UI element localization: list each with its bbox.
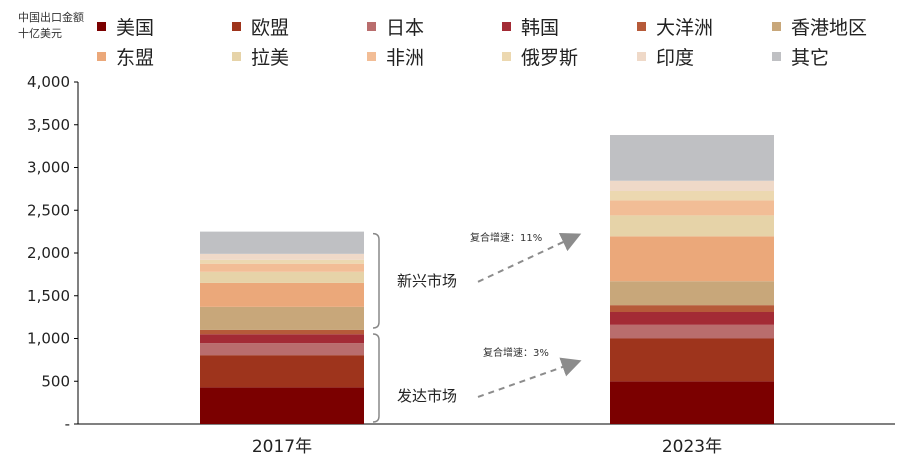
legend-item: 非洲	[367, 44, 502, 69]
legend-swatch	[97, 51, 106, 61]
y-tick-label: 3,000	[27, 159, 70, 177]
legend-swatch	[367, 51, 376, 61]
legend-swatch	[772, 51, 781, 61]
y-tick-label: 2,500	[27, 201, 70, 219]
bar-segment	[200, 334, 364, 344]
legend-item: 香港地区	[772, 14, 907, 39]
legend-swatch	[367, 21, 376, 31]
legend-swatch	[502, 21, 511, 31]
legend-label: 美国	[116, 16, 155, 39]
bar-segment	[200, 343, 364, 356]
legend-swatch	[232, 21, 241, 31]
bar-segment	[200, 263, 364, 272]
bar-segment	[200, 387, 364, 424]
legend-label: 非洲	[386, 46, 425, 69]
y-tick-label: 1,500	[27, 287, 70, 305]
legend-item: 拉美	[232, 44, 367, 69]
legend-swatch	[637, 51, 646, 61]
legend-swatch	[232, 51, 241, 61]
legend-label: 大洋洲	[656, 16, 714, 39]
legend-item: 东盟	[97, 44, 232, 69]
legend-label: 其它	[791, 46, 830, 69]
growth-arrow-emerging	[477, 233, 582, 283]
growth-label-developed: 复合增速：3%	[483, 346, 549, 359]
growth-label-emerging: 复合增速：11%	[470, 231, 542, 244]
bar-segment	[610, 200, 774, 216]
legend-swatch	[772, 21, 781, 31]
legend-label: 日本	[386, 16, 425, 39]
legend-label: 印度	[656, 46, 695, 69]
y-tick-label: 500	[41, 372, 70, 390]
bracket-developed	[372, 333, 380, 423]
bar-segment	[610, 305, 774, 312]
y-tick-label: -	[65, 415, 70, 433]
unit-label: 中国出口金额 十亿美元	[18, 10, 84, 42]
legend-item: 大洋洲	[637, 14, 772, 39]
bar-segment	[610, 180, 774, 192]
bar-segment	[200, 271, 364, 283]
legend-item: 美国	[97, 14, 232, 39]
y-tick-label: 4,000	[27, 73, 70, 91]
legend-item: 欧盟	[232, 14, 367, 39]
bar-segment	[200, 355, 364, 388]
bracket-emerging	[372, 232, 380, 329]
bar-segment	[200, 282, 364, 307]
bar-segment	[610, 135, 774, 181]
bar-segment	[610, 236, 774, 282]
bar-segment	[610, 381, 774, 424]
legend-label: 俄罗斯	[521, 46, 579, 69]
legend-label: 韩国	[521, 16, 560, 39]
group-label-emerging: 新兴市场	[397, 272, 457, 290]
bar-segment	[200, 231, 364, 254]
growth-arrow-developed	[477, 357, 582, 398]
y-tick-label: 3,500	[27, 116, 70, 134]
bar-segment	[200, 259, 364, 264]
y-tick-label: 2,000	[27, 244, 70, 262]
bar-segment	[610, 191, 774, 201]
legend-item: 印度	[637, 44, 772, 69]
bar-segment	[200, 306, 364, 330]
x-category-label: 2017年	[252, 437, 312, 457]
bar-segment	[610, 311, 774, 325]
y-tick-label: 1,000	[27, 330, 70, 348]
bar-segment	[200, 329, 364, 335]
legend-item: 韩国	[502, 14, 637, 39]
bar-segment	[200, 253, 364, 260]
bar-segment	[610, 281, 774, 306]
legend-item: 其它	[772, 44, 907, 69]
legend-swatch	[97, 21, 106, 31]
legend-item: 俄罗斯	[502, 44, 637, 69]
legend-swatch	[502, 51, 511, 61]
bar-segment	[610, 215, 774, 237]
bar-segment	[610, 324, 774, 339]
legend: 美国 欧盟 日本 韩国 大洋洲 香港地区东盟 拉美 非洲 俄罗斯 印度 其它	[97, 14, 907, 69]
bar-segment	[610, 338, 774, 382]
legend-label: 欧盟	[251, 16, 290, 39]
legend-label: 香港地区	[791, 16, 868, 39]
unit-label-line1: 中国出口金额	[18, 11, 84, 24]
legend-label: 东盟	[116, 46, 155, 69]
unit-label-line2: 十亿美元	[18, 27, 62, 40]
x-category-label: 2023年	[662, 437, 722, 457]
legend-label: 拉美	[251, 46, 290, 69]
group-label-developed: 发达市场	[397, 387, 457, 405]
legend-item: 日本	[367, 14, 502, 39]
legend-swatch	[637, 21, 646, 31]
